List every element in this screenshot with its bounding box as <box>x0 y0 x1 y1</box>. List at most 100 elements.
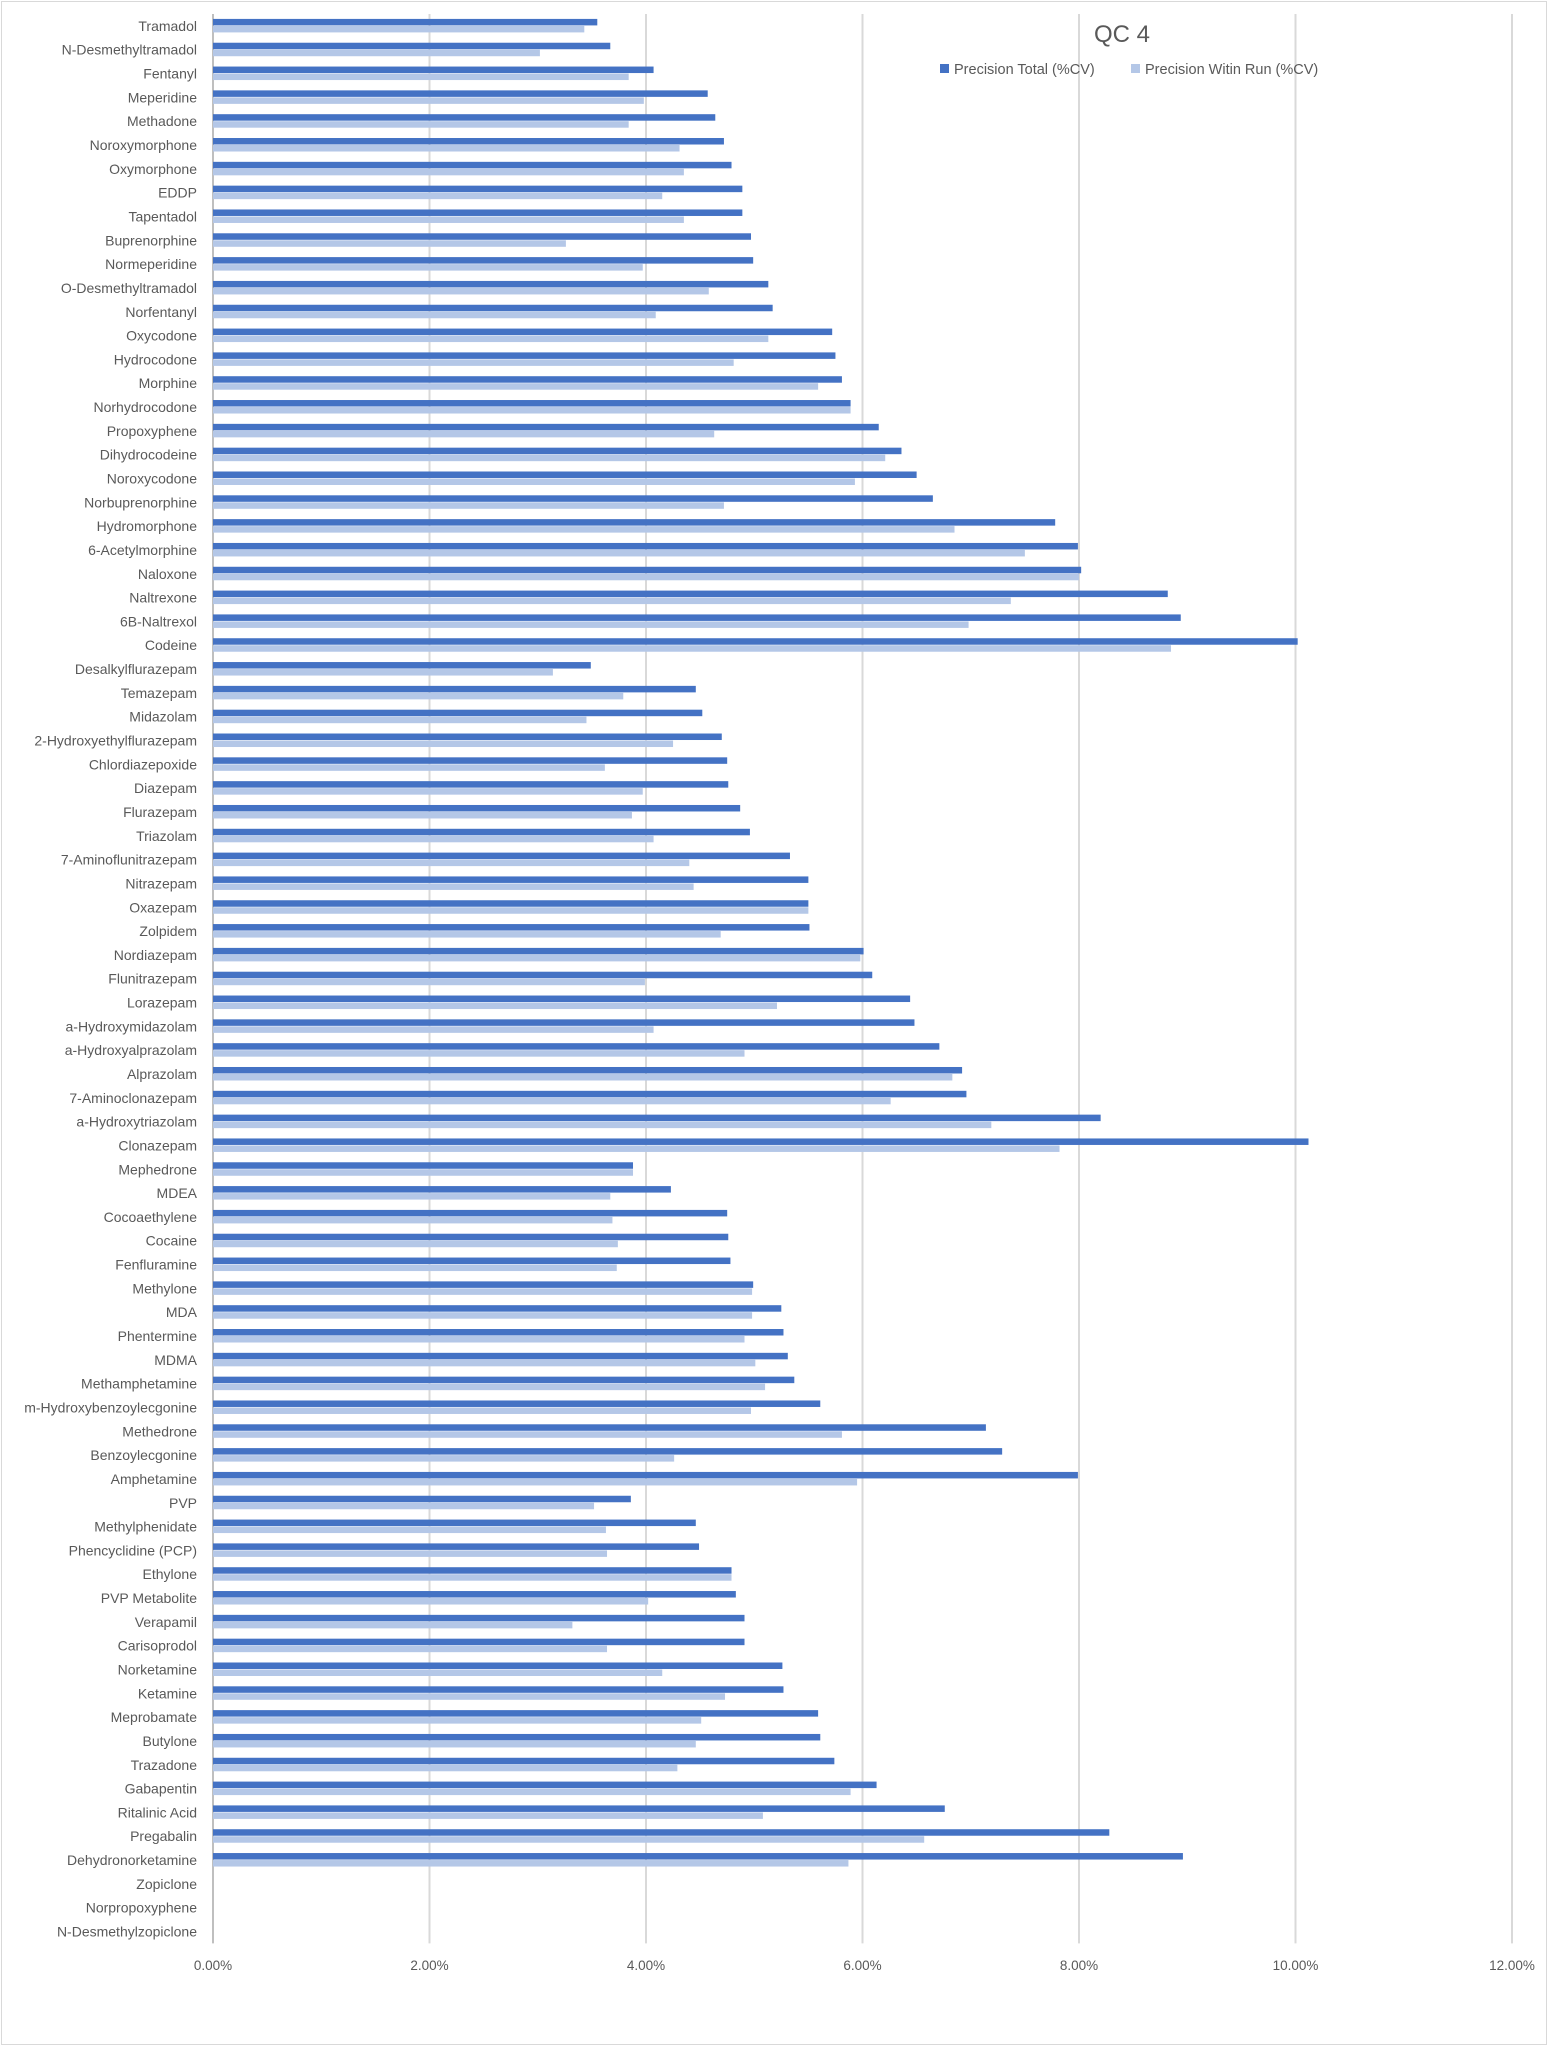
bar-precision-total <box>213 1066 963 1074</box>
category-label: Morphine <box>139 375 198 391</box>
category-label: Tapentadol <box>128 208 197 224</box>
bar-precision-total <box>213 947 864 955</box>
bar-precision-total <box>213 1209 728 1217</box>
legend-label-total: Precision Total (%CV) <box>954 62 1095 78</box>
category-label: Clonazepam <box>118 1137 197 1153</box>
bar-precision-total <box>213 328 833 336</box>
bar-precision-total <box>213 757 728 764</box>
bar-precision-within-run <box>213 1145 1060 1152</box>
category-label: Lorazepam <box>127 995 197 1011</box>
bar-precision-total <box>213 400 851 407</box>
category-label: Chlordiazepoxide <box>89 756 197 772</box>
category-label: a-Hydroxytriazolam <box>76 1114 197 1130</box>
bar-precision-total <box>213 566 1082 574</box>
category-label: N-Desmethylzopiclone <box>57 1924 197 1940</box>
bar-precision-total <box>213 828 750 836</box>
bar-precision-within-run <box>213 1407 752 1414</box>
bar-precision-within-run <box>213 1169 634 1176</box>
bar-precision-within-run <box>213 1288 753 1295</box>
category-label: Methedrone <box>122 1423 197 1439</box>
bar-precision-within-run <box>213 287 709 295</box>
bar-precision-total <box>213 447 902 455</box>
category-label: Norketamine <box>118 1661 198 1677</box>
bar-precision-total <box>213 542 1078 550</box>
category-label: Hydromorphone <box>97 518 198 534</box>
category-label: EDDP <box>158 185 197 201</box>
category-label: Carisoprodol <box>118 1638 197 1654</box>
category-label: O-Desmethyltramadol <box>61 280 197 296</box>
bar-precision-total <box>213 209 743 216</box>
x-tick-label: 6.00% <box>843 1958 881 1973</box>
bar-precision-within-run <box>213 383 819 390</box>
bar-precision-total <box>213 1805 945 1812</box>
category-label: Buprenorphine <box>105 232 197 248</box>
bar-precision-within-run <box>213 430 715 438</box>
category-label: a-Hydroxyalprazolam <box>65 1042 197 1058</box>
bar-precision-total <box>213 1853 1183 1860</box>
bar-precision-within-run <box>213 883 694 890</box>
bar-precision-within-run <box>213 1740 696 1748</box>
x-tick-labels: 0.00% 2.00% 4.00% 6.00% 8.00% 10.00% 12.00% <box>194 1958 1535 1973</box>
bar-precision-total <box>213 852 790 860</box>
bar-precision-total <box>213 1567 732 1574</box>
bar-precision-within-run <box>213 240 566 247</box>
category-label: Methadone <box>127 113 197 129</box>
bar-precision-total <box>213 876 809 883</box>
category-label: Phencyclidine (PCP) <box>69 1542 197 1558</box>
bar-precision-within-run <box>213 621 969 628</box>
category-label: 7-Aminoclonazepam <box>69 1090 197 1106</box>
category-label: Butylone <box>143 1733 198 1749</box>
category-label: Midazolam <box>129 709 197 725</box>
bar-precision-within-run <box>213 1050 745 1057</box>
bar-precision-total <box>213 1662 783 1669</box>
category-label: N-Desmethyltramadol <box>62 42 197 58</box>
category-label: Norhydrocodone <box>93 399 197 415</box>
bar-precision-within-run <box>213 121 629 128</box>
bar-precision-total <box>213 185 743 193</box>
bar-precision-within-run <box>213 645 1172 652</box>
category-label: Diazepam <box>134 780 197 796</box>
bar-precision-within-run <box>213 168 684 176</box>
bar-precision-total <box>213 971 873 979</box>
bar-precision-within-run <box>213 597 1011 605</box>
bar-precision-within-run <box>213 192 663 200</box>
category-label: Normeperidine <box>105 256 197 272</box>
bar-precision-within-run <box>213 1336 745 1343</box>
bar-precision-total <box>213 1519 696 1527</box>
bar-precision-total <box>213 471 917 478</box>
category-label: Trazadone <box>131 1757 198 1773</box>
x-tick-label: 8.00% <box>1060 1958 1098 1973</box>
category-label: Naltrexone <box>129 590 197 606</box>
category-label: Cocoaethylene <box>104 1209 198 1225</box>
category-label: MDA <box>166 1304 198 1320</box>
bar-precision-within-run <box>213 1097 891 1105</box>
bar-precision-total <box>213 614 1181 621</box>
bar-precision-within-run <box>213 1693 726 1700</box>
bar-precision-total <box>213 590 1168 598</box>
category-label: Desalkylflurazepam <box>75 661 197 677</box>
bar-precision-within-run <box>213 1193 611 1200</box>
bar-precision-within-run <box>213 407 851 414</box>
category-label: Methylone <box>132 1280 197 1296</box>
x-tick-label: 12.00% <box>1489 1958 1535 1973</box>
bar-precision-total <box>213 42 611 50</box>
bar-precision-total <box>213 161 732 169</box>
bar-precision-within-run <box>213 526 955 533</box>
bar-precision-within-run <box>213 716 587 724</box>
category-label: Tramadol <box>138 18 197 34</box>
bar-precision-total <box>213 1710 819 1717</box>
bar-precision-within-run <box>213 216 684 223</box>
category-label: Oxymorphone <box>109 161 197 177</box>
bar-precision-within-run <box>213 1121 992 1129</box>
category-label: Alprazolam <box>127 1066 197 1082</box>
category-label: Flunitrazepam <box>108 971 197 987</box>
bar-precision-total <box>213 1733 821 1741</box>
bar-precision-total <box>213 924 810 931</box>
bar-precision-within-run <box>213 1455 675 1462</box>
bar-precision-within-run <box>213 1788 851 1796</box>
category-label: Methamphetamine <box>81 1376 197 1392</box>
bar-precision-within-run <box>213 788 643 795</box>
category-label: Propoxyphene <box>107 423 198 439</box>
category-label: Nitrazepam <box>125 875 197 891</box>
